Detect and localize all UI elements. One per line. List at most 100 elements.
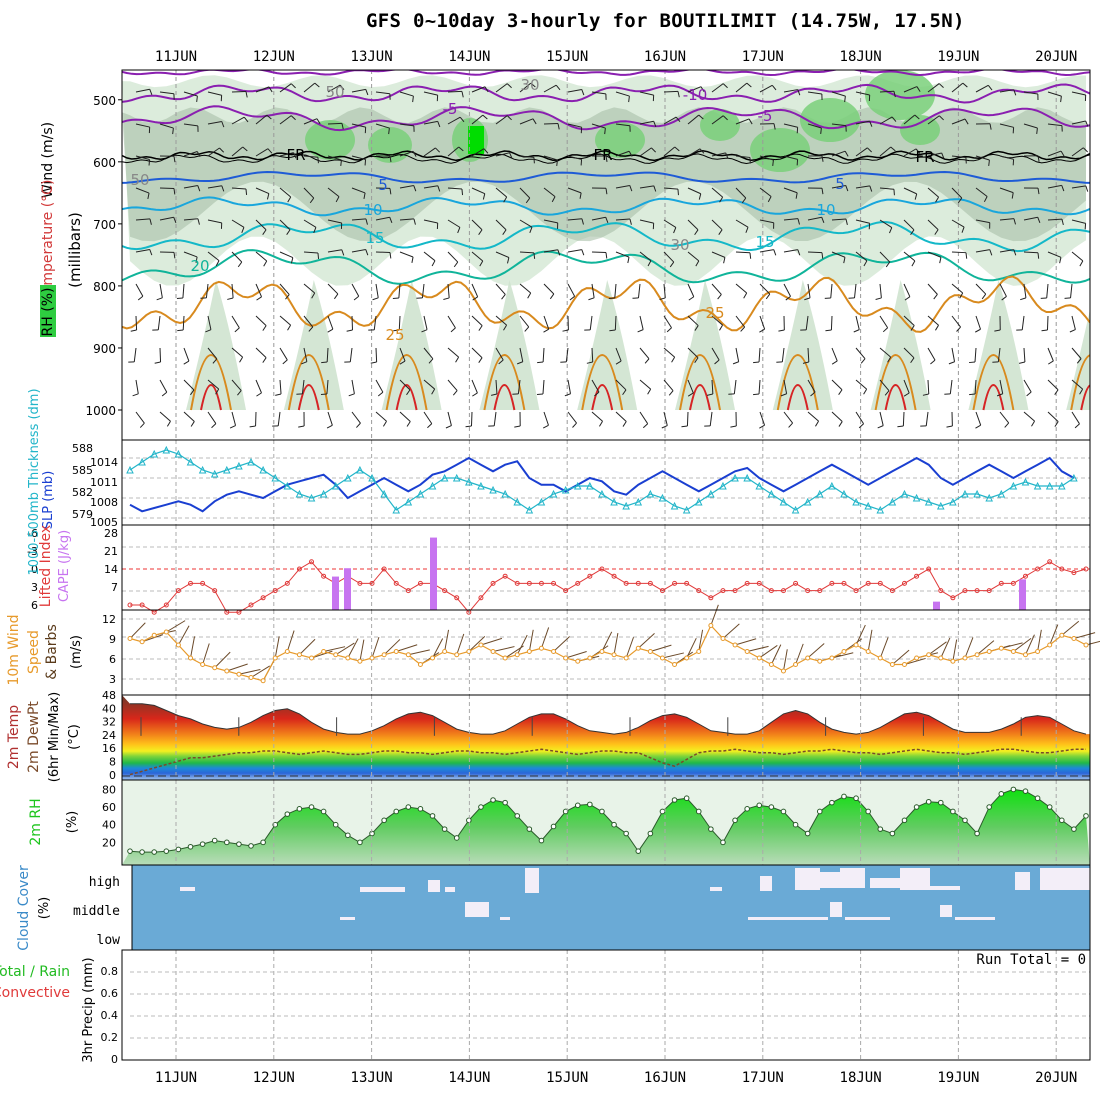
- barb-flag-9-19: [594, 391, 600, 397]
- wind-speed-point-65: [914, 655, 920, 661]
- barb-7-21: [639, 315, 644, 330]
- thickness-point-17: [331, 481, 340, 490]
- wind-barb-18: [347, 638, 359, 659]
- barb-0-37: [1023, 91, 1038, 95]
- thickness-point-2: [150, 449, 159, 458]
- lifted-index-point-51: [744, 580, 750, 586]
- contour-35-4: [591, 384, 614, 411]
- thickness-point-39: [598, 489, 606, 498]
- rh2m-point-7: [211, 837, 218, 844]
- barb-flag-7-38: [1041, 329, 1048, 332]
- cloud-level-middle: middle: [73, 904, 120, 919]
- rh2m-point-77: [1058, 817, 1065, 824]
- legend-2m-temp: 2m Temp: [6, 705, 22, 769]
- barb-6-15: [495, 283, 506, 295]
- barb-flag-1-37: [1036, 127, 1038, 135]
- contour-label-6: 5: [378, 176, 388, 194]
- rh-plume-9: [1066, 309, 1090, 410]
- barb-flag-3-29: [845, 185, 849, 192]
- barb-flag-7-11: [393, 329, 400, 332]
- wind-speed-point-9: [236, 671, 242, 677]
- barb-flag-10-35: [975, 424, 981, 429]
- contour-30-1: [287, 354, 330, 411]
- barb-flag-6-26: [765, 293, 771, 300]
- barb-flag-6-22: [659, 297, 666, 300]
- barb-6-12: [421, 283, 425, 298]
- lifted-index-point-68: [950, 595, 956, 601]
- contour-minus10-a: [122, 70, 1090, 77]
- p5-tick-8: 8: [109, 756, 116, 769]
- p6-unit: (%): [65, 811, 80, 834]
- cloud-high-4: [525, 868, 539, 893]
- barb-flag-8-1: [154, 361, 161, 364]
- barb-flag-6-5: [256, 296, 262, 301]
- thickness-point-10: [247, 457, 255, 466]
- barb-10-4: [231, 411, 237, 426]
- wind-barb-21: [383, 639, 401, 656]
- barb-2-8: [327, 155, 342, 161]
- contour-35-3: [493, 384, 516, 411]
- lifted-index-point-4: [175, 588, 181, 594]
- barb-4-22: [663, 219, 677, 228]
- thickness-point-6: [198, 465, 207, 474]
- barb-7-25: [735, 315, 746, 328]
- barb-flag-7-29: [825, 329, 832, 332]
- barb-flag-9-20: [622, 389, 627, 396]
- contour-35-6: [786, 384, 809, 411]
- wind-barb-68: [952, 639, 958, 662]
- barb-flag-8-29: [831, 360, 838, 365]
- barb-5-17: [543, 249, 558, 253]
- lifted-index-point-44: [659, 588, 665, 594]
- barb-6-17: [543, 283, 555, 295]
- thickness-point-26: [440, 473, 449, 482]
- barb-5-19: [591, 251, 607, 254]
- rh-plume-7: [870, 280, 931, 410]
- barb-flag-8-32: [910, 357, 915, 364]
- wind-speed-point-39: [599, 649, 605, 654]
- barb-9-33: [927, 379, 930, 395]
- rh2m-area: [122, 789, 1090, 865]
- barb-flag-5-36: [1013, 249, 1017, 256]
- rh-plume-6: [772, 280, 833, 410]
- barb-flag-0-32: [916, 86, 921, 92]
- barb-2-39: [1071, 147, 1084, 157]
- contour-label-15: 50: [325, 83, 344, 101]
- barb-flag-3-21: [653, 185, 657, 192]
- rh2m-point-24: [417, 806, 424, 812]
- contour-label-3: FR: [286, 146, 305, 164]
- barb-flag-3-35: [983, 196, 988, 203]
- barb-0-6: [279, 83, 292, 93]
- wind-speed-point-22: [393, 649, 399, 654]
- barb-3-17: [543, 187, 556, 197]
- barb-flag-7-12: [421, 329, 428, 333]
- p5-tick-48: 48: [102, 689, 116, 702]
- wind-barb-46: [686, 637, 697, 659]
- wind-speed-point-52: [756, 655, 762, 661]
- barb-6-26: [759, 283, 771, 295]
- p8-series: [130, 950, 1090, 1060]
- barb-0-22: [663, 90, 679, 93]
- barb-9-26: [758, 379, 761, 395]
- barb-flag-1-1: [172, 128, 174, 135]
- wind-barb-49: [722, 623, 740, 639]
- barb-0-29: [831, 91, 846, 97]
- barb-8-9: [349, 347, 353, 362]
- date-bottom-15JUN: 15JUN: [546, 1070, 588, 1086]
- lifted-index-point-16: [321, 573, 327, 579]
- barb-8-5: [255, 347, 267, 359]
- barb-9-31: [879, 379, 890, 392]
- barb-10-22: [663, 411, 668, 426]
- p2-left-tick-588: 588: [72, 442, 93, 455]
- cloud-high-1: [360, 887, 405, 892]
- barb-1-30: [855, 120, 870, 125]
- barb-flag-1-16: [532, 118, 537, 125]
- wind-barb-55: [795, 643, 804, 665]
- barb-flag-5-33: [939, 257, 942, 264]
- lifted-index-point-21: [381, 566, 387, 572]
- barb-flag-10-5: [249, 425, 256, 428]
- barb-3-15: [495, 187, 508, 198]
- rh2m-point-53: [768, 804, 775, 810]
- p1-ylabel: (millibars): [66, 212, 84, 288]
- barb-flag-10-27: [788, 422, 793, 428]
- thickness-point-36: [561, 485, 570, 494]
